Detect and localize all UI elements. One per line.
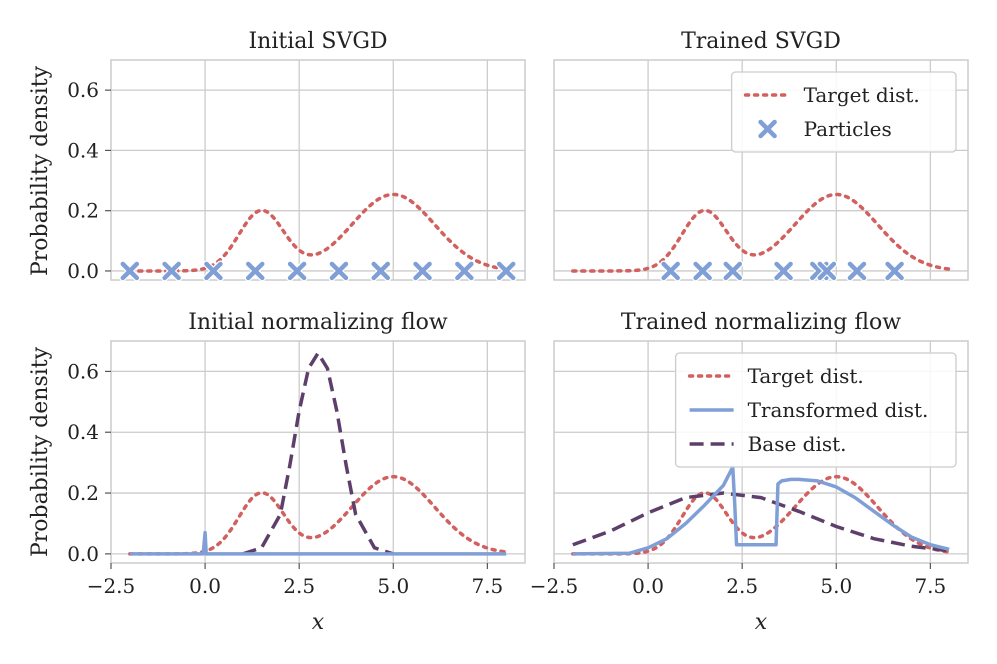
series-line-target [571,192,951,273]
particle-marker-stroke2 [661,261,680,281]
y-tick-label: 0.2 [67,481,99,505]
x-tick-label: 7.5 [914,574,946,598]
y-tick-label: 0.0 [67,259,99,283]
legend-label: Transformed dist. [748,398,929,422]
x-tick-label: 5.0 [820,574,852,598]
particle-marker [328,260,350,282]
legend-box [730,71,957,153]
particle-marker-stroke2 [246,261,265,281]
x-tick-label: −2.5 [87,574,136,598]
plot-area [128,192,508,273]
legend-label: Particles [804,117,892,141]
series-line-target [128,192,508,273]
x-tick-label: 2.5 [726,574,758,598]
particle-marker [846,260,868,282]
x-axis-label: x [312,610,325,635]
x-tick-label: 7.5 [471,574,503,598]
particle-marker-stroke2 [371,261,390,281]
particle-marker [244,260,266,282]
ylabel-bottom: Probability density [28,346,53,557]
plot-area [128,349,508,556]
x-tick-label: 0.0 [189,574,221,598]
particle-marker-stroke2 [693,261,712,281]
y-tick-label: 0.0 [67,542,99,566]
particle-marker [453,260,475,282]
axes-frame [110,59,526,281]
y-tick-label: 0.6 [67,78,99,102]
panel-3: Initial normalizing flow 0.0 0.2 0.4 0.6 −2.5… [67,310,526,635]
particle-marker [202,260,224,282]
axes-frame [553,59,969,281]
particle-marker-stroke2 [455,261,474,281]
panel-title: Initial normalizing flow [188,310,448,335]
particle-marker [692,260,714,282]
y-tick-label: 0.4 [67,138,99,162]
particle-marker-stroke2 [847,261,867,281]
particle-marker [722,260,744,282]
particle-marker-stroke2 [329,261,349,281]
legend-box [674,352,957,468]
plot-area [571,192,951,273]
plot-area [571,465,951,556]
series-line-base [242,349,394,556]
particle-marker-stroke2 [287,261,307,281]
particle-marker-stroke2 [120,261,140,281]
particle-marker [660,260,682,282]
legend-label: Target dist. [748,364,864,388]
panel-title: Trained SVGD [681,29,841,54]
series-line-target [571,474,951,556]
particle-marker [412,260,434,282]
particle-marker [370,260,392,282]
x-tick-label: 2.5 [283,574,315,598]
particle-marker [495,260,517,282]
legend-label: Target dist. [804,83,920,107]
particle-marker-stroke2 [723,261,743,281]
particle-marker [816,260,838,282]
panel-2: Trained SVGD Target dist. Particles [553,29,969,282]
particle-marker-stroke2 [162,261,181,281]
x-tick-label: 5.0 [377,574,409,598]
y-tick-label: 0.2 [67,199,99,223]
particle-marker [773,260,795,282]
axes-frame [110,340,526,564]
x-axis-label: x [755,610,768,635]
particle-marker [119,260,141,282]
axes-frame [553,340,969,564]
legend-label: Base dist. [748,432,847,456]
ylabel-top: Probability density [28,65,53,276]
x-tick-label: −2.5 [530,574,579,598]
particle-marker-stroke2 [496,261,516,281]
series-line-transformed [129,530,507,556]
particle-marker [884,260,906,282]
series-line-base [572,491,950,553]
series-line-transformed [572,465,950,556]
particle-marker-stroke2 [204,261,223,281]
y-tick-label: 0.4 [67,420,99,444]
legend-marker-particles-stroke2 [758,119,777,139]
panel-1: Initial SVGD 0.0 0.2 0.4 0.6 [67,29,526,283]
particle-marker-stroke2 [817,261,837,281]
panel-title: Trained normalizing flow [621,310,901,335]
legend-marker-particles [757,118,779,140]
x-tick-label: 0.0 [632,574,664,598]
y-tick-label: 0.6 [67,359,99,383]
particle-marker-stroke2 [774,261,793,281]
particle-marker [286,260,308,282]
particle-marker [161,260,183,282]
legend: Target dist. Particles [730,71,957,153]
series-line-target [128,474,508,556]
particle-marker-stroke2 [413,261,432,281]
particle-marker-stroke2 [885,261,904,281]
panel-title: Initial SVGD [248,29,387,54]
legend: Target dist. Transformed dist. Base dist. [674,352,957,468]
panel-4: Trained normalizing flow −2.5 0.0 2.5 5.0 7.5… [530,310,969,635]
